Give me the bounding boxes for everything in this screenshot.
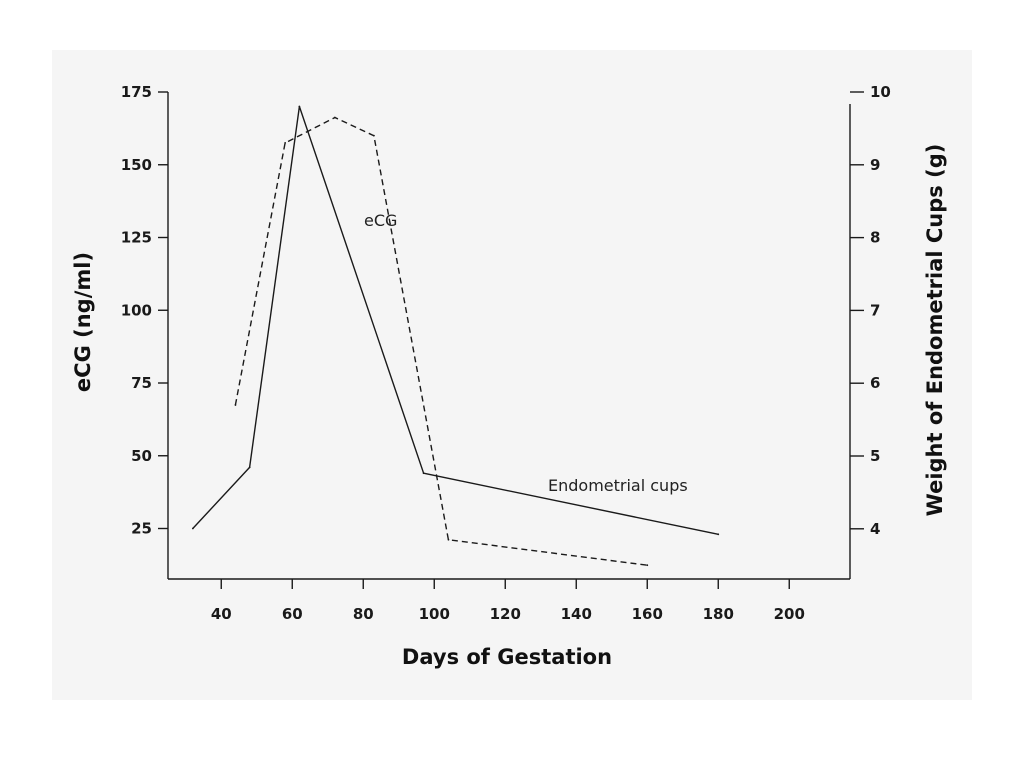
x-axis-title: Days of Gestation bbox=[402, 645, 612, 669]
x-tick-label: 40 bbox=[211, 605, 232, 623]
right-tick-label: 10 bbox=[870, 83, 891, 101]
endometrial-cups-point bbox=[447, 538, 450, 541]
labels-group: 25 50 75 100 125 150 175 4 5 6 7 8 9 10 40 60 80 100 120 14… bbox=[71, 83, 947, 669]
left-tick-label: 150 bbox=[121, 156, 152, 174]
ecg-point bbox=[191, 527, 194, 530]
x-tick-label: 200 bbox=[774, 605, 805, 623]
left-tick-label: 25 bbox=[131, 520, 152, 538]
endometrial-cups-line bbox=[234, 116, 648, 566]
endometrial-cups-point bbox=[333, 116, 336, 119]
x-tick-label: 80 bbox=[353, 605, 374, 623]
left-tick-label: 125 bbox=[121, 229, 152, 247]
scan-background bbox=[52, 50, 972, 700]
ecg-series-label: eCG bbox=[364, 211, 397, 230]
right-tick-label: 7 bbox=[870, 301, 880, 319]
series-group bbox=[191, 105, 720, 567]
ecg-point bbox=[248, 466, 251, 469]
endometrial-cups-series-label: Endometrial cups bbox=[548, 476, 688, 495]
right-tick-label: 5 bbox=[870, 447, 880, 465]
right-tick-label: 6 bbox=[870, 374, 880, 392]
right-axis-title: Weight of Endometrial Cups (g) bbox=[923, 144, 947, 517]
endometrial-cups-point bbox=[373, 134, 375, 137]
left-axis-title: eCG (ng/ml) bbox=[71, 252, 95, 392]
right-tick-label: 4 bbox=[870, 520, 880, 538]
ecg-line bbox=[192, 105, 719, 535]
ecg-point bbox=[717, 533, 720, 536]
x-tick-label: 140 bbox=[561, 605, 592, 623]
endometrial-cups-point bbox=[234, 404, 237, 406]
x-tick-label: 160 bbox=[632, 605, 663, 623]
left-tick-label: 175 bbox=[121, 83, 152, 101]
left-tick-label: 50 bbox=[131, 447, 152, 465]
axes-group bbox=[158, 91, 864, 589]
x-tick-label: 60 bbox=[282, 605, 303, 623]
right-tick-label: 9 bbox=[870, 156, 880, 174]
left-tick-label: 75 bbox=[131, 374, 152, 392]
ecg-point bbox=[422, 472, 425, 475]
left-tick-label: 100 bbox=[121, 301, 152, 319]
endometrial-cups-point bbox=[284, 142, 287, 144]
x-tick-label: 120 bbox=[490, 605, 521, 623]
endometrial-cups-point bbox=[646, 564, 649, 567]
right-tick-label: 8 bbox=[870, 229, 880, 247]
ecg-point bbox=[298, 105, 301, 108]
x-tick-label: 100 bbox=[419, 605, 450, 623]
x-tick-label: 180 bbox=[703, 605, 734, 623]
